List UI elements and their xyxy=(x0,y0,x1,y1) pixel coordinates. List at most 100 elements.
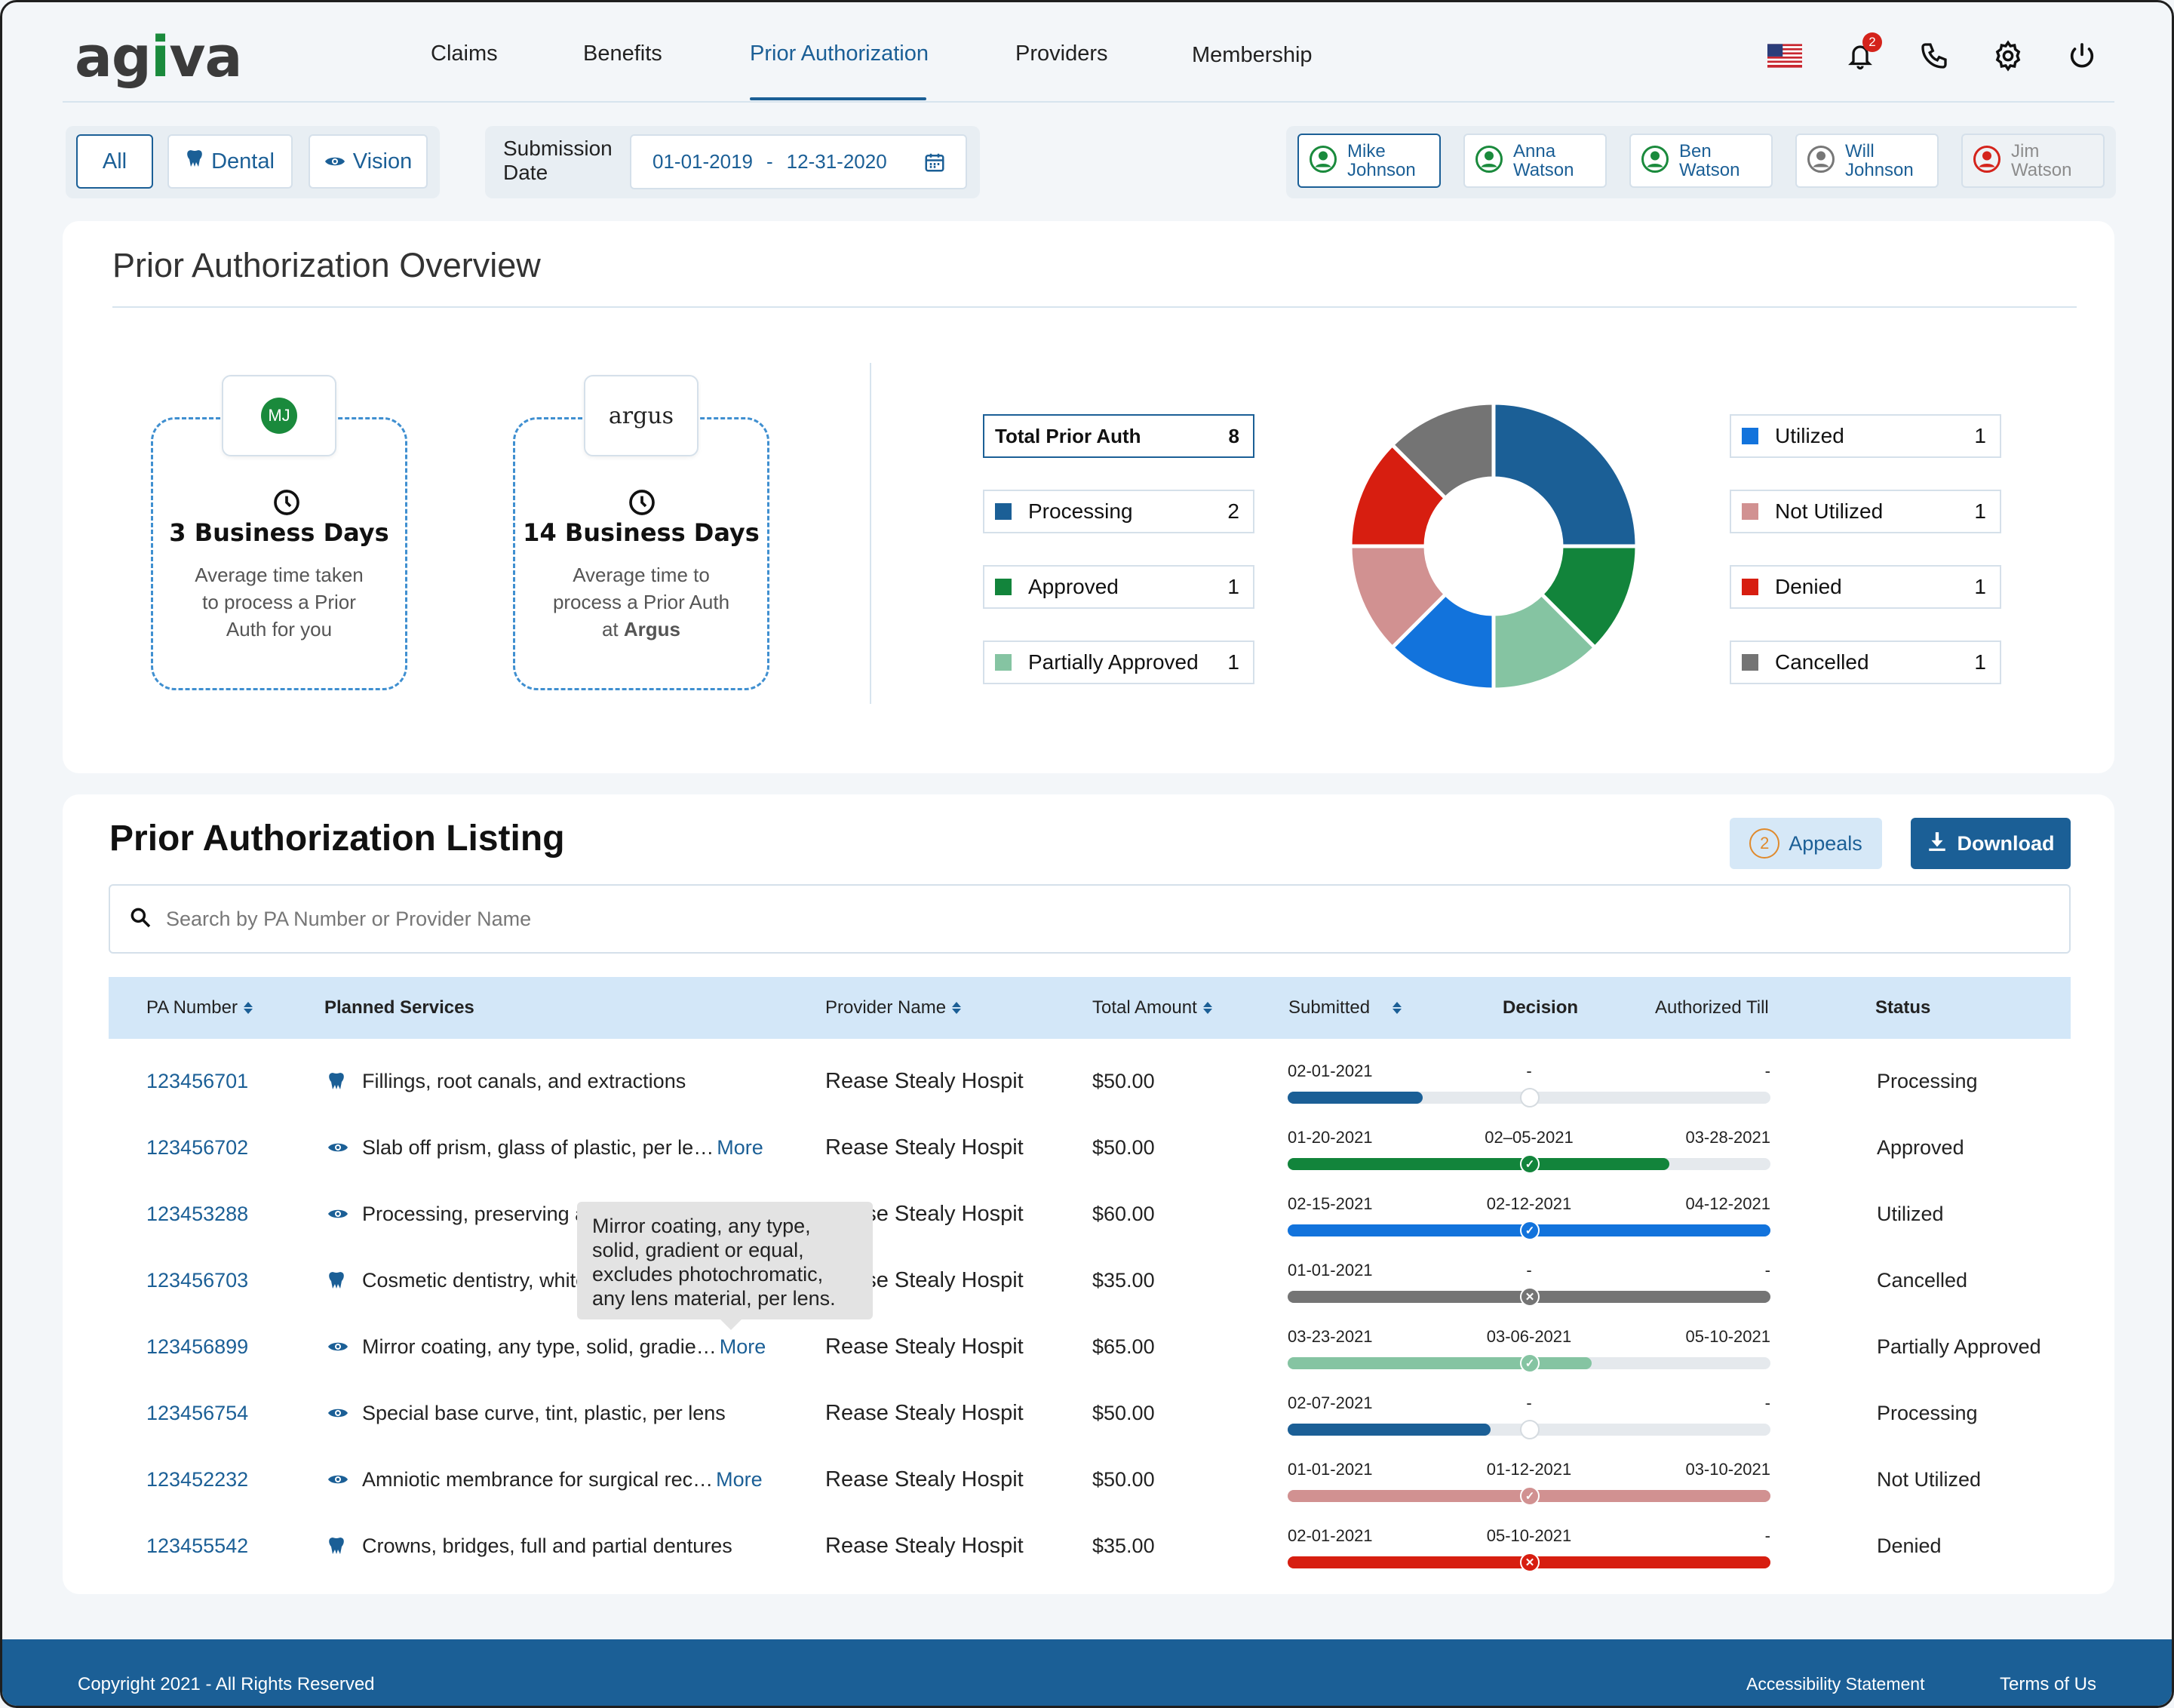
overview-vertical-divider xyxy=(870,363,871,704)
legend-swatch xyxy=(1742,654,1758,671)
status-timeline: 02-01-2021 05-10-2021 - ✕ xyxy=(1288,1513,1770,1579)
filter-dental[interactable]: Dental xyxy=(167,134,293,189)
status-text: Partially Approved xyxy=(1877,1335,2041,1358)
timeline-progress xyxy=(1288,1424,1491,1436)
user-icon xyxy=(1973,145,2001,177)
legend-item: Cancelled 1 xyxy=(1730,640,2001,684)
sort-icon[interactable] xyxy=(243,1002,253,1014)
pa-number-link[interactable]: 123453288 xyxy=(146,1202,249,1225)
pa-number-link[interactable]: 123456703 xyxy=(146,1268,249,1292)
table-row[interactable]: 123455542 Crowns, bridges, full and parti… xyxy=(109,1513,2071,1579)
col-authorized-till: Authorized Till xyxy=(1655,997,1769,1018)
clock-icon xyxy=(272,487,302,521)
terms-link[interactable]: Terms of Us xyxy=(2000,1674,2097,1694)
legend-value: 2 xyxy=(1227,499,1239,523)
table-row[interactable]: 123456899 Mirror coating, any type, solid… xyxy=(109,1313,2071,1380)
eye-icon xyxy=(327,1340,350,1353)
col-submitted[interactable]: Submitted xyxy=(1288,977,1402,1039)
authorized-till-date: - xyxy=(1764,1526,1770,1545)
member-avatar: MJ xyxy=(261,398,297,434)
status-text: Denied xyxy=(1877,1534,1942,1557)
decision-date: 05-10-2021 xyxy=(1486,1526,1572,1545)
member-chip[interactable]: Mike Johnson xyxy=(1297,134,1441,188)
nav-benefits[interactable]: Benefits xyxy=(583,41,662,66)
total-amount: $65.00 xyxy=(1092,1335,1155,1358)
col-status: Status xyxy=(1875,997,1931,1018)
settings-icon[interactable] xyxy=(1991,38,2025,73)
argus-turnaround-desc: Average time to process a Prior Auth at Ar… xyxy=(552,564,730,640)
provider-name: Rease Stealy Hospit xyxy=(825,1334,1024,1359)
pa-number-link[interactable]: 123452232 xyxy=(146,1467,249,1491)
planned-service: Mirror coating, any type, solid, gradie…… xyxy=(327,1313,766,1380)
legend-swatch xyxy=(995,654,1012,671)
search-input[interactable] xyxy=(166,907,1976,931)
table-row[interactable]: 123456701 Fillings, root canals, and extr… xyxy=(109,1048,2071,1114)
col-pa-number[interactable]: PA Number xyxy=(146,977,253,1039)
col-planned-services: Planned Services xyxy=(324,997,474,1018)
authorized-till-date: 04-12-2021 xyxy=(1685,1194,1770,1213)
submitted-date: 01-01-2021 xyxy=(1288,1261,1373,1279)
donut-slice-cancelled[interactable] xyxy=(1389,401,1496,501)
more-link[interactable]: More xyxy=(717,1135,763,1159)
col-total-amount[interactable]: Total Amount xyxy=(1092,977,1212,1039)
authorized-till-date: - xyxy=(1764,1261,1770,1279)
decision-date: - xyxy=(1526,1261,1532,1279)
more-link[interactable]: More xyxy=(719,1335,766,1358)
decision-check-icon: ✓ xyxy=(1520,1154,1540,1174)
filter-all[interactable]: All xyxy=(76,134,153,189)
donut-slice-processing[interactable] xyxy=(1491,401,1639,548)
decision-pending-marker xyxy=(1520,1420,1540,1439)
total-amount: $50.00 xyxy=(1092,1135,1155,1159)
bell-icon[interactable]: 2 xyxy=(1843,32,1882,73)
sort-icon[interactable] xyxy=(1393,1002,1402,1014)
pa-number-link[interactable]: 123455542 xyxy=(146,1534,249,1557)
pa-number-link[interactable]: 123456754 xyxy=(146,1401,249,1424)
col-provider-name[interactable]: Provider Name xyxy=(825,977,962,1039)
nav-providers[interactable]: Providers xyxy=(1015,41,1108,66)
nav-claims[interactable]: Claims xyxy=(431,41,498,66)
service-type-filter: All Dental Vision xyxy=(66,126,440,198)
member-turnaround-card: 3 Business Days Average time taken to pro… xyxy=(151,417,407,690)
provider-name: Rease Stealy Hospit xyxy=(825,1400,1024,1425)
member-chip[interactable]: Ben Watson xyxy=(1629,134,1773,188)
overview-divider xyxy=(112,306,2077,308)
submitted-date: 02-01-2021 xyxy=(1288,1526,1373,1545)
download-button[interactable]: Download xyxy=(1911,818,2071,869)
eye-icon xyxy=(327,1473,350,1486)
more-link[interactable]: More xyxy=(716,1467,763,1491)
agiva-logo[interactable]: agiva xyxy=(75,25,242,90)
pa-number-link[interactable]: 123456702 xyxy=(146,1135,249,1159)
nav-prior-authorization[interactable]: Prior Authorization xyxy=(750,41,929,66)
table-row[interactable]: 123453288 Processing, preserving ar Rease … xyxy=(109,1181,2071,1247)
phone-icon[interactable] xyxy=(1917,38,1951,73)
us-flag-icon[interactable] xyxy=(1767,38,1802,73)
pa-number-link[interactable]: 123456899 xyxy=(146,1335,249,1358)
filter-dental-label: Dental xyxy=(211,149,275,174)
member-chip[interactable]: Jim Watson xyxy=(1961,134,2105,188)
date-range-input[interactable]: 01-01-2019 - 12-31-2020 xyxy=(630,134,967,189)
timeline-progress xyxy=(1288,1357,1592,1369)
member-name: Anna Watson xyxy=(1513,141,1574,180)
total-prior-auth: Total Prior Auth 8 xyxy=(983,414,1254,458)
submitted-date: 01-20-2021 xyxy=(1288,1128,1373,1147)
power-icon[interactable] xyxy=(2065,38,2099,73)
eye-icon xyxy=(324,149,345,174)
planned-service: Crowns, bridges, full and partial dentur… xyxy=(327,1513,732,1579)
accessibility-link[interactable]: Accessibility Statement xyxy=(1746,1674,1925,1694)
sort-icon[interactable] xyxy=(952,1002,962,1014)
table-row[interactable]: 123452232 Amniotic membrance for surgical… xyxy=(109,1446,2071,1513)
calendar-icon[interactable] xyxy=(923,151,946,179)
legend-swatch xyxy=(995,579,1012,595)
table-row[interactable]: 123456754 Special base curve, tint, plast… xyxy=(109,1380,2071,1446)
pa-number-link[interactable]: 123456701 xyxy=(146,1069,249,1092)
sort-icon[interactable] xyxy=(1202,1002,1212,1014)
argus-logo: argus xyxy=(608,402,674,429)
table-row[interactable]: 123456703 Cosmetic dentistry, white Rease … xyxy=(109,1247,2071,1313)
member-chip[interactable]: Will Johnson xyxy=(1795,134,1939,188)
table-row[interactable]: 123456702 Slab off prism, glass of plasti… xyxy=(109,1114,2071,1181)
member-chip[interactable]: Anna Watson xyxy=(1463,134,1607,188)
appeals-button[interactable]: 2 Appeals xyxy=(1730,818,1882,869)
filter-vision[interactable]: Vision xyxy=(309,134,428,189)
timeline-progress xyxy=(1288,1092,1423,1104)
nav-membership[interactable]: Membership xyxy=(1192,43,1313,67)
